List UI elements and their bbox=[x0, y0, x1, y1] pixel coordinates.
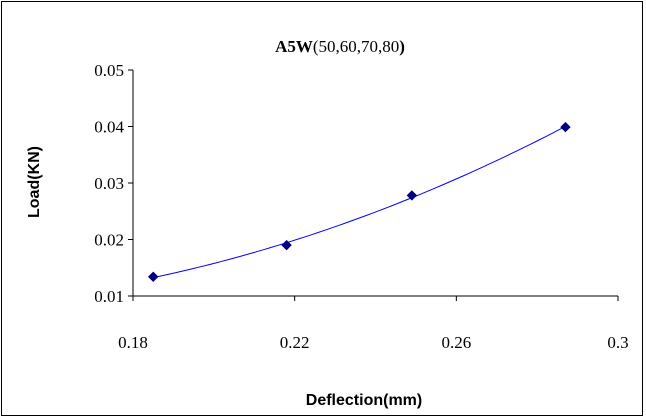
chart-title: A5W(50,60,70,80) bbox=[275, 37, 405, 56]
x-tick-label: 0.3 bbox=[607, 333, 628, 352]
y-tick-label: 0.04 bbox=[94, 118, 124, 137]
plot-area: 0.01 0.02 0.03 0.04 0.05 0.18 0.22 0.26 0.3 bbox=[94, 61, 628, 352]
x-tick-label: 0.22 bbox=[280, 333, 310, 352]
data-point bbox=[281, 239, 292, 251]
y-tick-label: 0.01 bbox=[94, 287, 124, 306]
trendline bbox=[153, 125, 566, 279]
y-tick-label: 0.03 bbox=[94, 174, 124, 193]
chart-title-rest: (50,60,70,80 bbox=[313, 37, 399, 56]
x-axis-label: Deflection(mm) bbox=[306, 392, 422, 409]
x-tick-label: 0.26 bbox=[441, 333, 471, 352]
y-tick-label: 0.02 bbox=[94, 231, 124, 250]
y-tick-label: 0.05 bbox=[94, 61, 124, 80]
x-tick-label: 0.18 bbox=[118, 333, 148, 352]
data-point bbox=[148, 271, 159, 282]
chart-title-bold: A5W bbox=[275, 37, 313, 56]
y-axis-label: Load(KN) bbox=[26, 146, 43, 218]
data-point bbox=[406, 190, 418, 201]
chart-title-close: ) bbox=[399, 37, 405, 56]
data-point bbox=[560, 121, 571, 133]
